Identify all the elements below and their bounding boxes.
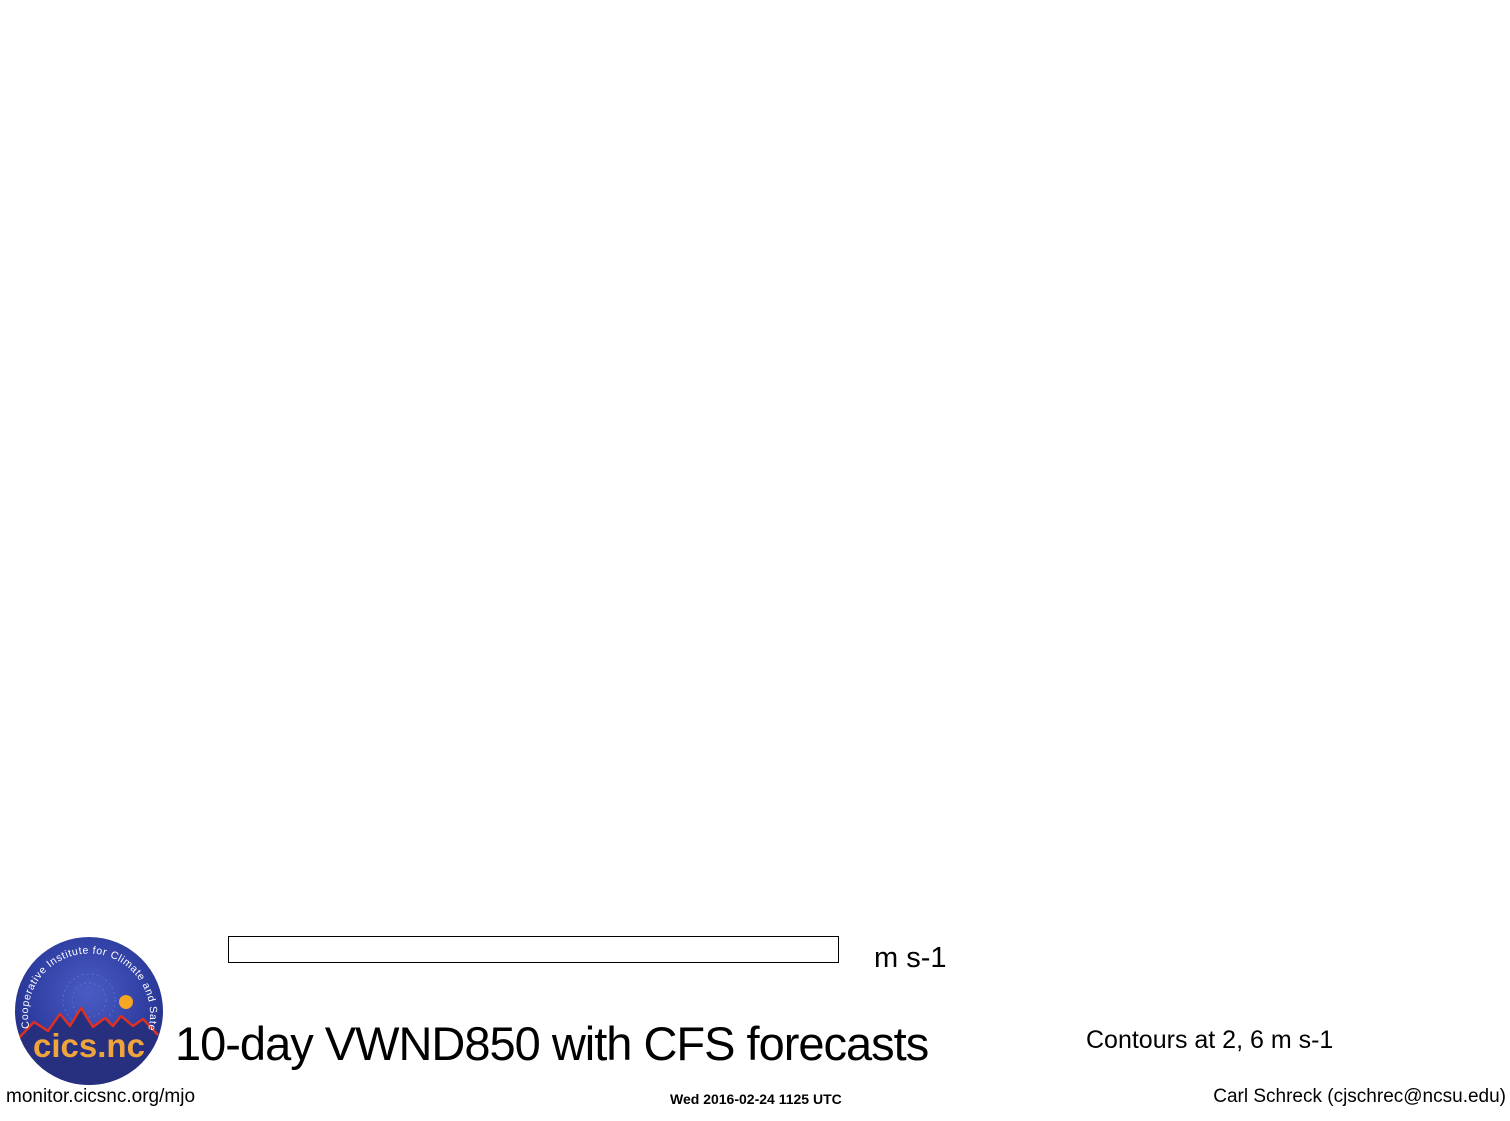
colorbar-units-label: m s-1 <box>874 942 947 974</box>
cicsnc-logo-icon: cics.nc Cooperative Institute for Climat… <box>5 921 165 1087</box>
logo-text: cics.nc <box>33 1027 145 1064</box>
colorbar <box>228 936 839 963</box>
footer-credit: Carl Schreck (cjschrec@ncsu.edu) <box>1213 1086 1506 1107</box>
figure-title: 10-day VWND850 with CFS forecasts <box>175 1017 929 1070</box>
footer-url: monitor.cicsnc.org/mjo <box>6 1086 196 1107</box>
cicsnc-logo: cics.nc Cooperative Institute for Climat… <box>5 921 170 1092</box>
contours-note: Contours at 2, 6 m s-1 <box>1086 1026 1334 1054</box>
footer-timestamp: Wed 2016-02-24 1125 UTC <box>670 1091 842 1107</box>
